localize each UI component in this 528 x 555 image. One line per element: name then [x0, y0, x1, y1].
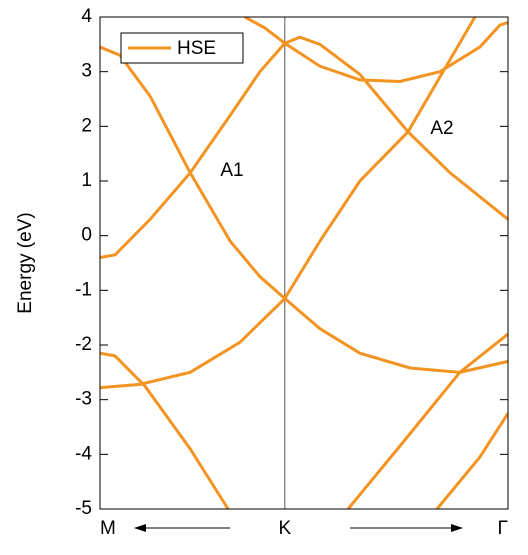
y-tick-label: -4 — [75, 443, 92, 464]
y-tick-label: -5 — [75, 498, 92, 519]
arrow-head — [451, 524, 463, 532]
plot-frame — [99, 16, 509, 510]
y-tick-label: 1 — [81, 170, 92, 191]
y-tick-label: 4 — [81, 6, 92, 27]
y-tick-label: -3 — [75, 389, 92, 410]
x-tick-label: Γ — [498, 518, 508, 539]
annotation: A2 — [430, 118, 453, 139]
annotation: A1 — [220, 160, 243, 181]
y-axis-label: Energy (eV) — [15, 212, 36, 313]
y-tick-label: 0 — [81, 225, 92, 246]
y-tick-label: -2 — [75, 334, 92, 355]
x-tick-label: K — [278, 518, 291, 539]
band-line — [100, 17, 508, 509]
arrow-head — [134, 524, 146, 532]
y-tick-label: -1 — [75, 279, 92, 300]
y-tick-label: 2 — [81, 115, 92, 136]
legend-label: HSE — [177, 38, 216, 59]
x-tick-label: M — [100, 518, 116, 539]
y-tick-label: 3 — [81, 61, 92, 82]
